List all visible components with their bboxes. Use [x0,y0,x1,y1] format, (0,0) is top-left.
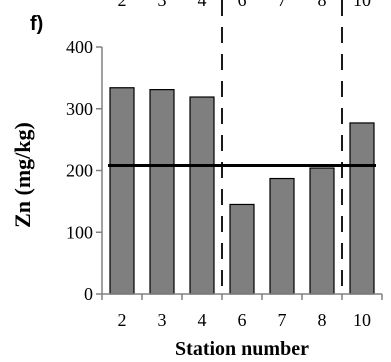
bar-station-8 [309,167,335,295]
top-cut-label-station-3: 3 [158,0,167,10]
top-cut-label-station-2: 2 [118,0,127,10]
top-cut-label-station-7: 7 [278,0,287,10]
x-ticks-layer: 2 3 4 6 7 8 10 [101,294,383,330]
y-ticks-layer: 0 100 200 300 400 [66,37,102,304]
y-tick-label: 300 [66,99,93,119]
x-tick-label-station-2: 2 [118,310,127,330]
x-axis-title: Station number [175,338,309,360]
panel-label: f) [30,13,43,35]
top-cut-label-station-8: 8 [318,0,327,10]
bar-station-4 [189,96,215,295]
bars-layer [109,87,375,295]
top-cut-label-station-6: 6 [238,0,247,10]
axes: 0 100 200 300 400 2 3 4 6 7 8 10 [66,37,383,330]
top-cut-label-station-4: 4 [198,0,207,10]
y-tick-label: 200 [66,161,93,181]
separators-layer [221,0,343,294]
top-cut-labels: 2 3 4 6 7 8 10 [118,0,372,10]
top-cut-label-station-10: 10 [353,0,371,10]
bar-station-6 [229,203,255,295]
bar-station-10 [349,122,375,295]
bar-station-2 [109,87,135,295]
y-tick-label: 100 [66,222,93,242]
x-tick-label-station-7: 7 [278,310,287,330]
x-tick-label-station-8: 8 [318,310,327,330]
x-tick-label-station-10: 10 [353,310,371,330]
bar-station-3 [149,89,175,295]
bar-station-7 [269,177,295,295]
y-axis-title: Zn (mg/kg) [10,122,35,228]
y-tick-label: 0 [84,284,93,304]
x-tick-label-station-4: 4 [198,310,207,330]
y-tick-label: 400 [66,37,93,57]
x-tick-label-station-6: 6 [238,310,247,330]
x-tick-label-station-3: 3 [158,310,167,330]
